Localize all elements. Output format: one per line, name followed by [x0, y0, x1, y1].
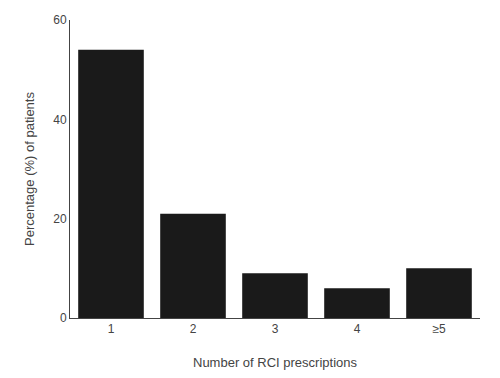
svg-text:60: 60 [53, 13, 67, 27]
svg-text:3: 3 [272, 322, 279, 336]
svg-text:20: 20 [53, 212, 67, 226]
svg-text:Percentage (%) of patients: Percentage (%) of patients [22, 92, 37, 246]
svg-text:Number of RCI prescriptions: Number of RCI prescriptions [193, 355, 357, 370]
svg-text:≥5: ≥5 [432, 322, 446, 336]
svg-text:1: 1 [108, 322, 115, 336]
svg-text:4: 4 [354, 322, 361, 336]
svg-text:0: 0 [60, 311, 67, 325]
svg-text:2: 2 [190, 322, 197, 336]
svg-text:40: 40 [53, 113, 67, 127]
